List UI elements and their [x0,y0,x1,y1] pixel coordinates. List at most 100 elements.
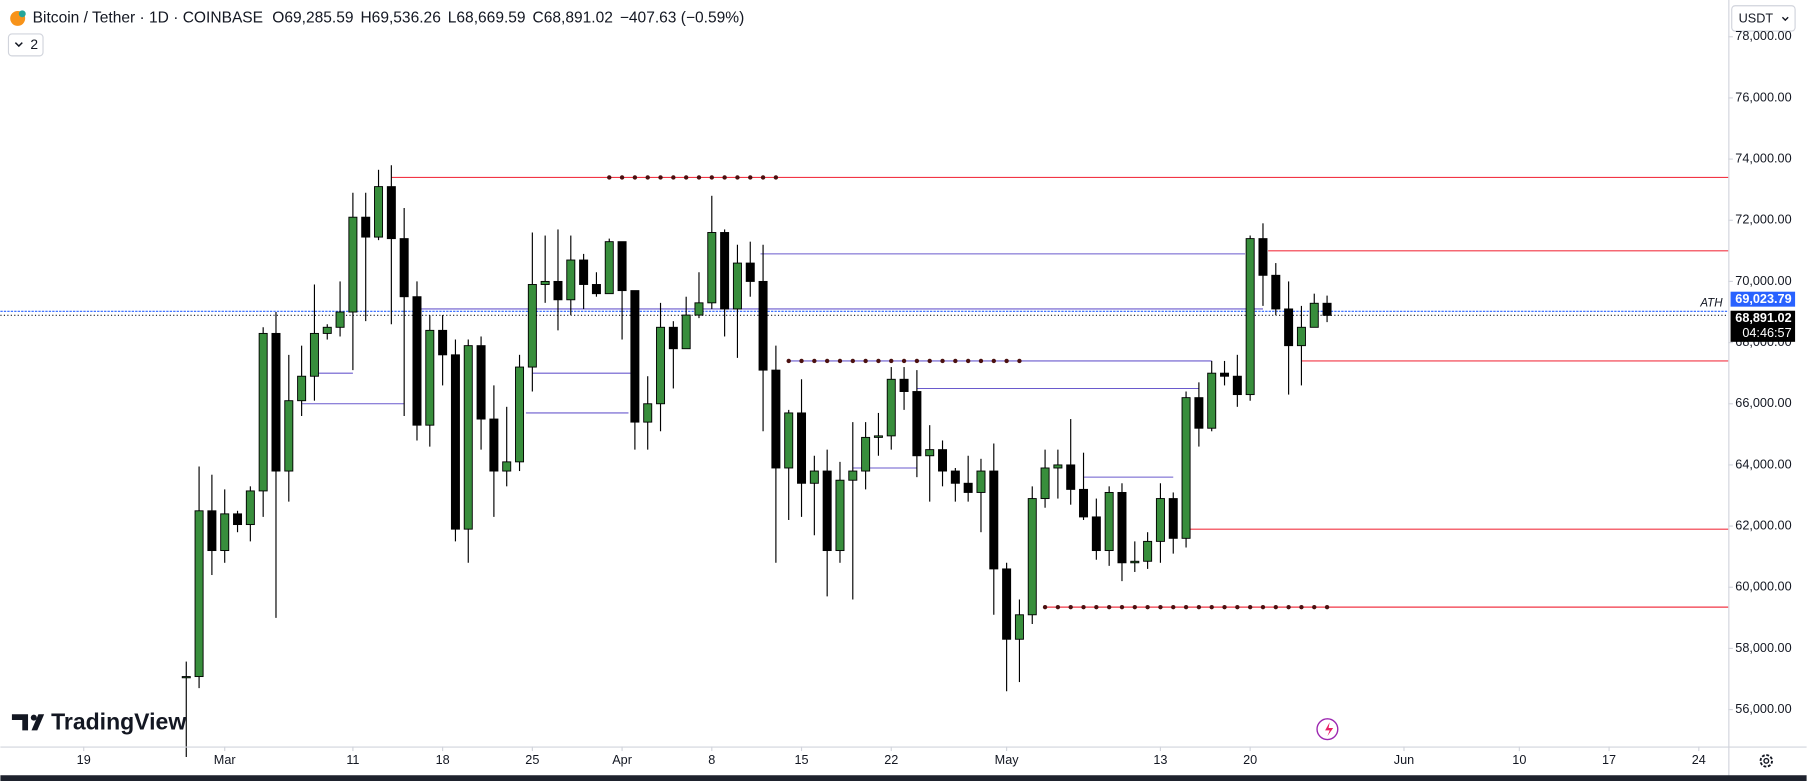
candle-body [1130,560,1140,564]
candle [656,302,666,432]
candle-body [1232,375,1242,396]
level-dot [863,358,868,364]
level-dot [1004,358,1009,364]
candle-body [1168,498,1178,539]
candle [515,354,525,472]
candle-body [1040,467,1050,500]
level-dot [1312,604,1317,610]
level-dot [671,175,676,180]
candle [899,367,909,410]
candle [566,235,576,316]
dotted-level [1042,604,1330,610]
x-tick-label: Jun [1394,753,1414,767]
candle-body [809,470,819,484]
indicators-toggle[interactable] [7,33,44,57]
candle [476,336,486,450]
candle [886,367,896,450]
level-dot [1068,604,1073,610]
candle-body [630,290,640,423]
ohlc-label: L [448,10,457,27]
level-dot [1286,604,1291,610]
ohlc-value: 68,891.02 [544,10,613,27]
candle [1027,486,1037,624]
level-dot [1273,604,1278,610]
candle-body [720,232,730,310]
x-tick-label: 13 [1153,753,1167,767]
candle [1220,360,1230,386]
candle-body [463,345,473,530]
candle-body [438,329,448,356]
level-dot [953,358,958,364]
candle-body [309,332,319,377]
candle-body [1322,302,1332,316]
candle [438,315,448,386]
y-tick-label: 72,000.00 [1735,213,1791,227]
candle-body [591,284,601,295]
candle [1053,449,1063,499]
symbol-icon-badge [18,10,26,18]
candle-body [233,513,243,526]
candle-body [694,302,704,316]
y-tick-label: 66,000.00 [1735,396,1791,410]
y-tick-label: 70,000.00 [1735,274,1791,288]
x-tick-label: Apr [612,753,632,767]
level-dot [824,358,830,364]
candle-body [553,280,563,301]
currency-select[interactable] [1731,5,1796,32]
candle [797,379,807,517]
level-dot [1119,604,1125,610]
bolt [1325,722,1334,737]
candle-body [502,461,512,472]
candle [873,412,883,456]
level-dot [991,358,996,364]
y-tick-label: 62,000.00 [1735,518,1791,532]
level-dot [889,358,894,364]
candle-body [297,375,307,402]
change: −407.63 (−0.59%) [620,10,744,27]
ath-label: ATH [1699,297,1723,309]
candle-body [476,345,486,420]
candle [553,229,563,331]
candle-body [386,186,396,240]
candle [207,474,217,576]
candle-body [1143,540,1153,562]
level-dot [1209,604,1214,610]
candle-body [873,435,883,438]
ohlc-label: O [272,10,284,27]
candle-body [1194,397,1204,429]
candle [1143,532,1153,569]
symbol-name[interactable]: Bitcoin / Tether · 1D · COINBASE [33,10,263,27]
settings-icon-core [1763,757,1770,764]
candle [707,195,717,309]
candle [732,244,742,358]
candle-body [348,216,358,313]
y-tick-label: 76,000.00 [1735,90,1791,104]
candle-body [1091,516,1101,552]
candle-body [412,296,422,426]
level-dot [709,175,714,180]
candle-body [220,513,230,552]
candle [258,327,268,517]
candle [668,321,678,389]
chevron [14,42,23,48]
y-tick-label: 74,000.00 [1735,151,1791,165]
candle [489,385,499,517]
candle [540,235,550,303]
candle [912,370,922,478]
level-dot [837,358,843,364]
candle [1014,599,1024,683]
x-tick-label: May [995,753,1020,767]
candle-body [950,470,960,484]
candle [1258,223,1268,306]
candle [1079,452,1089,520]
candle [348,192,358,371]
ath-price-label: 69,023.79 [1735,292,1791,306]
settings-icon[interactable] [1759,754,1773,768]
ohlc-label: H [360,10,371,27]
candle-body [668,326,678,350]
level-dot [1196,604,1202,610]
level-dot [1145,604,1150,610]
level-dot [683,175,689,180]
candle [309,284,319,401]
